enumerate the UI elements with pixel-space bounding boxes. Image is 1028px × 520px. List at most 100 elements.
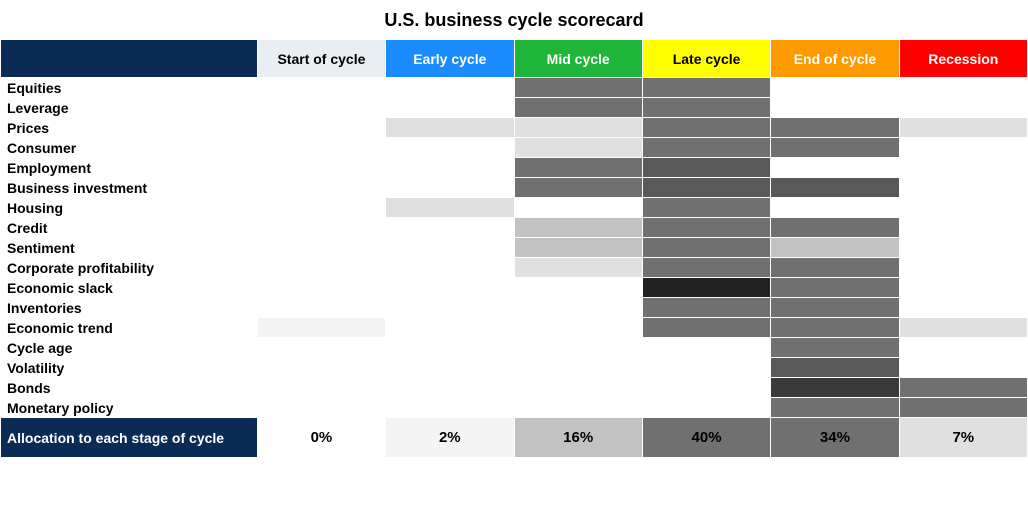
stage-header: Recession xyxy=(899,40,1027,78)
row-label: Credit xyxy=(1,218,258,238)
heat-cell xyxy=(899,158,1027,178)
heat-cell xyxy=(514,118,642,138)
allocation-label: Allocation to each stage of cycle xyxy=(1,418,258,458)
table-row: Economic slack xyxy=(1,278,1028,298)
stage-header: Mid cycle xyxy=(514,40,642,78)
heat-cell xyxy=(899,98,1027,118)
table-row: Consumer xyxy=(1,138,1028,158)
header-corner xyxy=(1,40,258,78)
table-row: Economic trend xyxy=(1,318,1028,338)
row-label: Housing xyxy=(1,198,258,218)
heat-cell xyxy=(899,378,1027,398)
allocation-value: 16% xyxy=(514,418,642,458)
heat-cell xyxy=(771,238,899,258)
heat-cell xyxy=(642,358,770,378)
heat-cell xyxy=(386,278,514,298)
heat-cell xyxy=(642,98,770,118)
heat-cell xyxy=(386,338,514,358)
heat-cell xyxy=(771,98,899,118)
heat-cell xyxy=(771,378,899,398)
heat-cell xyxy=(386,378,514,398)
heat-cell xyxy=(386,358,514,378)
heat-cell xyxy=(386,138,514,158)
header-row: Start of cycleEarly cycleMid cycleLate c… xyxy=(1,40,1028,78)
heat-cell xyxy=(642,118,770,138)
heat-cell xyxy=(899,258,1027,278)
heat-cell xyxy=(514,338,642,358)
heat-cell xyxy=(257,198,385,218)
heat-cell xyxy=(771,78,899,98)
heat-cell xyxy=(899,78,1027,98)
heat-cell xyxy=(386,398,514,418)
row-label: Business investment xyxy=(1,178,258,198)
heat-cell xyxy=(386,298,514,318)
heat-cell xyxy=(257,358,385,378)
table-row: Leverage xyxy=(1,98,1028,118)
table-row: Corporate profitability xyxy=(1,258,1028,278)
heat-cell xyxy=(257,78,385,98)
table-row: Business investment xyxy=(1,178,1028,198)
heat-cell xyxy=(514,218,642,238)
heat-cell xyxy=(642,338,770,358)
heat-cell xyxy=(899,298,1027,318)
table-row: Equities xyxy=(1,78,1028,98)
stage-header: Early cycle xyxy=(386,40,514,78)
heat-cell xyxy=(899,218,1027,238)
heat-cell xyxy=(257,118,385,138)
row-label: Volatility xyxy=(1,358,258,378)
allocation-value: 34% xyxy=(771,418,899,458)
heat-cell xyxy=(771,338,899,358)
heat-cell xyxy=(386,158,514,178)
stage-header: Start of cycle xyxy=(257,40,385,78)
heat-cell xyxy=(642,198,770,218)
heat-cell xyxy=(642,158,770,178)
row-label: Employment xyxy=(1,158,258,178)
heat-cell xyxy=(257,338,385,358)
heat-cell xyxy=(257,238,385,258)
heat-cell xyxy=(642,318,770,338)
stage-header: Late cycle xyxy=(642,40,770,78)
heat-cell xyxy=(771,158,899,178)
heat-cell xyxy=(514,318,642,338)
heat-cell xyxy=(514,238,642,258)
heat-cell xyxy=(899,338,1027,358)
heat-cell xyxy=(642,278,770,298)
heat-cell xyxy=(899,398,1027,418)
heat-cell xyxy=(514,378,642,398)
heat-cell xyxy=(771,218,899,238)
allocation-value: 7% xyxy=(899,418,1027,458)
table-row: Bonds xyxy=(1,378,1028,398)
table-row: Credit xyxy=(1,218,1028,238)
row-label: Corporate profitability xyxy=(1,258,258,278)
heat-cell xyxy=(257,158,385,178)
heat-cell xyxy=(386,258,514,278)
heat-cell xyxy=(514,178,642,198)
heat-cell xyxy=(771,358,899,378)
heat-cell xyxy=(386,178,514,198)
heat-cell xyxy=(642,298,770,318)
allocation-value: 40% xyxy=(642,418,770,458)
heat-cell xyxy=(771,118,899,138)
heat-cell xyxy=(771,318,899,338)
heat-cell xyxy=(771,398,899,418)
allocation-row: Allocation to each stage of cycle 0%2%16… xyxy=(1,418,1028,458)
row-label: Equities xyxy=(1,78,258,98)
heat-cell xyxy=(386,118,514,138)
heat-cell xyxy=(771,198,899,218)
row-label: Monetary policy xyxy=(1,398,258,418)
row-label: Prices xyxy=(1,118,258,138)
heat-cell xyxy=(899,318,1027,338)
heat-cell xyxy=(771,298,899,318)
heat-cell xyxy=(642,398,770,418)
heat-cell xyxy=(899,278,1027,298)
stage-header: End of cycle xyxy=(771,40,899,78)
heat-cell xyxy=(514,198,642,218)
heat-cell xyxy=(899,198,1027,218)
row-label: Economic trend xyxy=(1,318,258,338)
allocation-value: 2% xyxy=(386,418,514,458)
heat-cell xyxy=(257,398,385,418)
heat-cell xyxy=(386,318,514,338)
table-row: Volatility xyxy=(1,358,1028,378)
scorecard-table: Start of cycleEarly cycleMid cycleLate c… xyxy=(0,39,1028,458)
heat-cell xyxy=(642,178,770,198)
